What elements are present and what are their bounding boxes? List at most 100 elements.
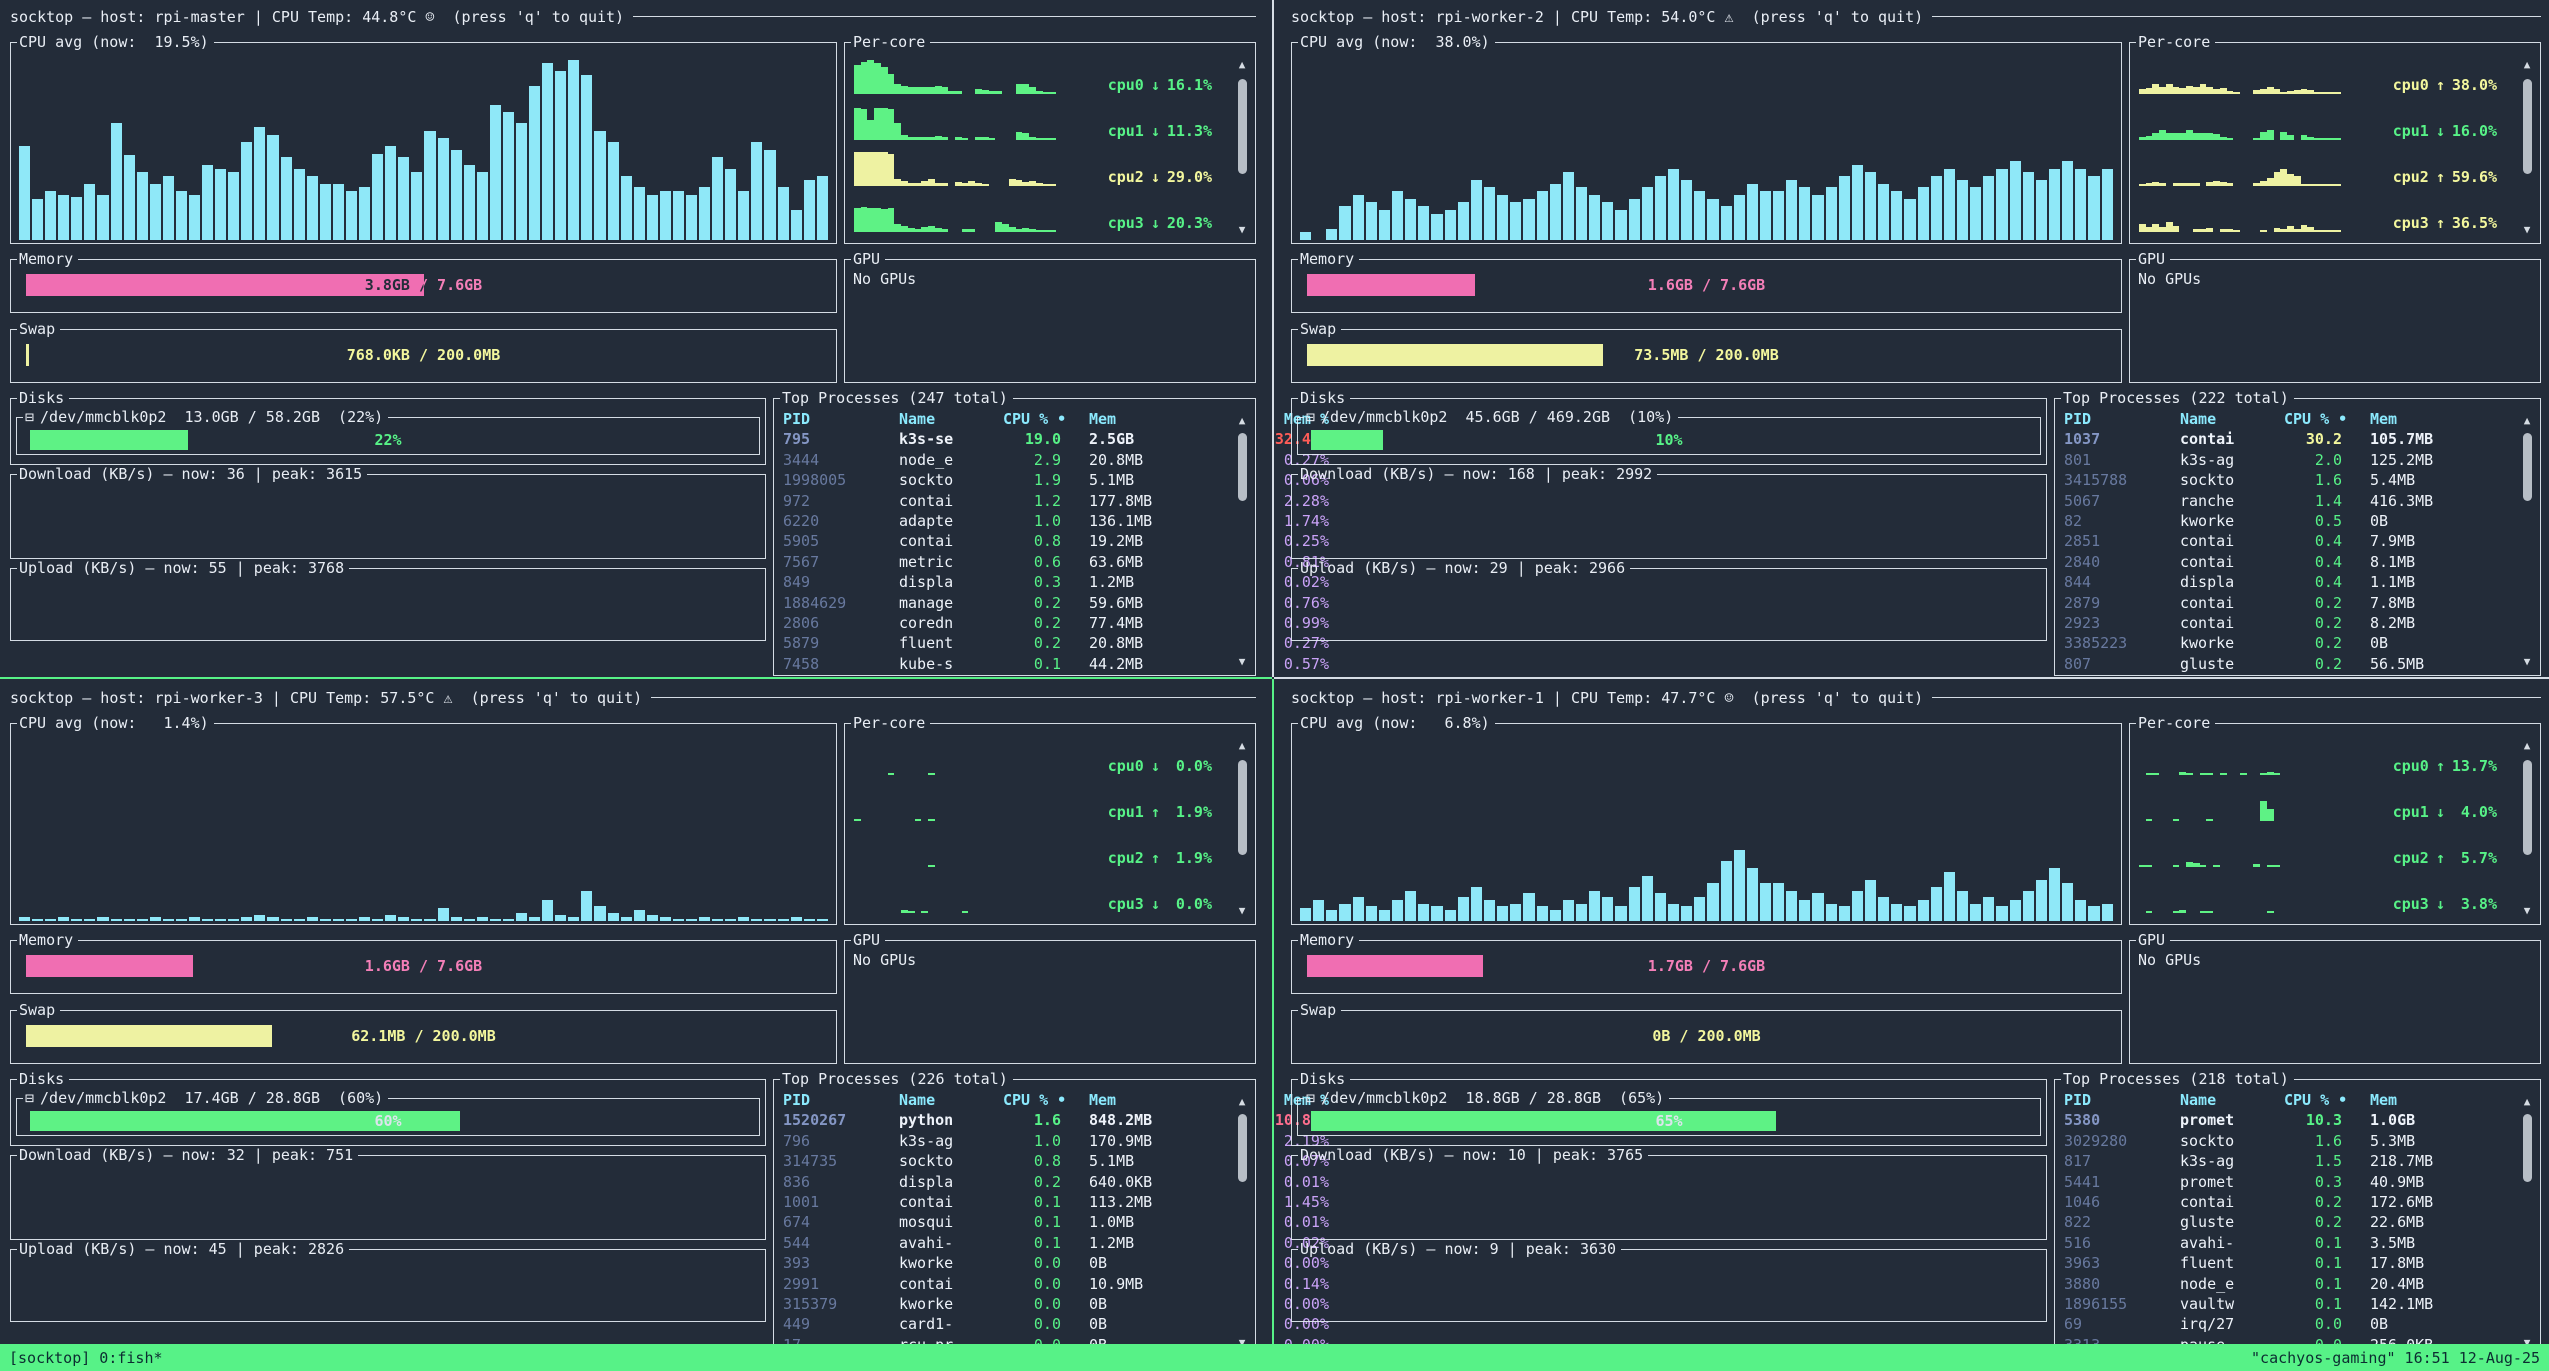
process-mem: 44.2MB: [1089, 654, 1144, 673]
scrollbar-thumb[interactable]: [2522, 433, 2532, 501]
scrollbar-thumb[interactable]: [2522, 1114, 2532, 1182]
core-row-cpu3: cpu3 ↓ 20.3%: [850, 193, 1250, 239]
process-cpu-percent: 0.0: [1033, 1254, 1061, 1273]
scroll-down-icon[interactable]: ▼: [1238, 655, 1246, 669]
spark-bar: [2186, 861, 2193, 867]
scrollbar-track[interactable]: [1237, 73, 1247, 221]
spark-bar: [2172, 225, 2180, 232]
per-core-label: Per-core: [2138, 33, 2211, 51]
cpu-avg-label: CPU avg (now: 6.8%): [1300, 714, 1490, 732]
scrollbar-thumb[interactable]: [2522, 78, 2532, 174]
cpu-history-bar: [1943, 168, 1956, 240]
per-core-scrollbar[interactable]: ▲ ▼: [2520, 59, 2534, 235]
spark-bar: [928, 225, 935, 232]
spark-bar: [1029, 181, 1036, 186]
pane-divider-vertical-bottom-active[interactable]: [1272, 679, 1274, 1344]
scroll-down-icon[interactable]: ▼: [2523, 904, 2531, 917]
cpu-history-bar: [515, 123, 528, 240]
spark-bar: [928, 865, 935, 867]
scroll-down-icon[interactable]: ▼: [1238, 223, 1246, 236]
process-name: displa: [2180, 573, 2235, 592]
cpu-history-bar: [1838, 176, 1850, 240]
cpu-history-bar: [1681, 179, 1693, 240]
spark-bar: [2179, 182, 2187, 186]
process-row: 1001 contai 0.1 113.2MB 1.45%: [783, 1192, 1329, 1212]
process-pid: 1998005: [783, 471, 847, 490]
cpu-history-bar: [398, 157, 410, 240]
cpu-history-bar: [699, 917, 711, 921]
scroll-up-icon[interactable]: ▲: [1238, 739, 1246, 752]
process-scrollbar[interactable]: ▲ ▼: [2520, 415, 2534, 667]
cpu-history-bar: [293, 919, 305, 921]
cpu-history-bar: [1536, 905, 1548, 921]
scroll-up-icon[interactable]: ▲: [1238, 1095, 1246, 1108]
cpu-history-bar: [1786, 890, 1798, 921]
scroll-up-icon[interactable]: ▲: [2523, 739, 2531, 752]
scroll-up-icon[interactable]: ▲: [1238, 58, 1246, 71]
pane-divider-horizontal-right[interactable]: [1274, 677, 2549, 679]
scrollbar-track[interactable]: [2522, 73, 2532, 221]
arrow-down-icon: ↓: [2435, 895, 2445, 913]
scrollbar-track[interactable]: [2522, 754, 2532, 902]
spark-bar: [941, 183, 949, 186]
scrollbar-thumb[interactable]: [2522, 759, 2532, 855]
spark-bar: [1049, 230, 1057, 232]
scroll-up-icon[interactable]: ▲: [1238, 414, 1246, 427]
process-pid: 1037: [2064, 430, 2101, 449]
cpu-history-bar: [1431, 905, 1443, 921]
cpu-history-bar: [437, 138, 449, 240]
scrollbar-track[interactable]: [2522, 429, 2532, 653]
process-cpu-percent: 1.9: [1033, 471, 1061, 490]
per-core-scrollbar[interactable]: ▲ ▼: [2520, 740, 2534, 916]
per-core-scrollbar[interactable]: ▲ ▼: [1235, 59, 1249, 235]
scroll-down-icon[interactable]: ▼: [2523, 223, 2531, 236]
scroll-down-icon[interactable]: ▼: [2523, 1336, 2531, 1350]
scrollbar-thumb[interactable]: [1237, 759, 1247, 855]
disks-label: Disks: [19, 389, 65, 407]
scroll-up-icon[interactable]: ▲: [2523, 1095, 2531, 1108]
scrollbar-track[interactable]: [2522, 1110, 2532, 1334]
scroll-down-icon[interactable]: ▼: [1238, 1336, 1246, 1350]
pane-divider-horizontal-left-active[interactable]: [0, 677, 1272, 679]
gpu-label: GPU: [2138, 250, 2166, 268]
download-label: Download (KB/s) — now: 10 | peak: 3765: [1300, 1146, 1644, 1164]
scrollbar-thumb[interactable]: [1237, 433, 1247, 501]
scroll-up-icon[interactable]: ▲: [2523, 414, 2531, 427]
scroll-up-icon[interactable]: ▲: [2523, 58, 2531, 71]
download-panel: Download (KB/s) — now: 168 | peak: 2992: [1291, 465, 2047, 559]
cpu-history-bar: [398, 917, 410, 921]
memory-panel: Memory 1.6GB / 7.6GB 1.6GB / 7.6GB: [10, 931, 837, 994]
scrollbar-thumb[interactable]: [1237, 78, 1247, 174]
spark-bar: [2293, 228, 2301, 232]
pane-title-rule: [633, 16, 1256, 17]
per-core-scrollbar[interactable]: ▲ ▼: [1235, 740, 1249, 916]
scroll-down-icon[interactable]: ▼: [2523, 655, 2531, 669]
spark-bar: [2186, 182, 2193, 186]
cpu-history-bar: [254, 127, 266, 240]
memory-gauge: 1.6GB / 7.6GB 1.6GB / 7.6GB: [26, 955, 821, 977]
scrollbar-track[interactable]: [1237, 754, 1247, 902]
spark-bar: [2139, 184, 2146, 186]
pane-title-text: socktop — host: rpi-worker-3 | CPU Temp:…: [10, 688, 643, 707]
core-row-cpu3: cpu3 ↓ 3.8%: [2135, 874, 2535, 920]
spark-bar: [1042, 230, 1050, 232]
spark-bar: [2206, 773, 2214, 775]
cpu-history-bar: [2101, 168, 2113, 240]
pane-divider-vertical-top[interactable]: [1272, 0, 1274, 677]
swap-gauge-text: 73.5MB / 200.0MB: [1634, 346, 1779, 364]
scrollbar-track[interactable]: [1237, 1110, 1247, 1334]
swap-gauge-fill: [26, 344, 30, 366]
process-scrollbar[interactable]: ▲ ▼: [2520, 1096, 2534, 1348]
spark-bar: [2334, 184, 2342, 186]
process-scrollbar[interactable]: ▲ ▼: [1235, 1096, 1249, 1348]
cpu-row: CPU avg (now: 1.4%) Per-core cpu0 ↓ 0.0% cp…: [10, 714, 1256, 925]
scrollbar-track[interactable]: [1237, 429, 1247, 653]
memory-gauge-text: 1.6GB / 7.6GB: [364, 957, 483, 975]
scroll-down-icon[interactable]: ▼: [1238, 904, 1246, 917]
tmux-session-window-list[interactable]: [socktop] 0:fish*: [9, 1348, 163, 1367]
scrollbar-thumb[interactable]: [1237, 1114, 1247, 1182]
process-scrollbar[interactable]: ▲ ▼: [1235, 415, 1249, 667]
tmux-hostname-clock: "cachyos-gaming" 16:51 12-Aug-25: [2251, 1348, 2540, 1367]
